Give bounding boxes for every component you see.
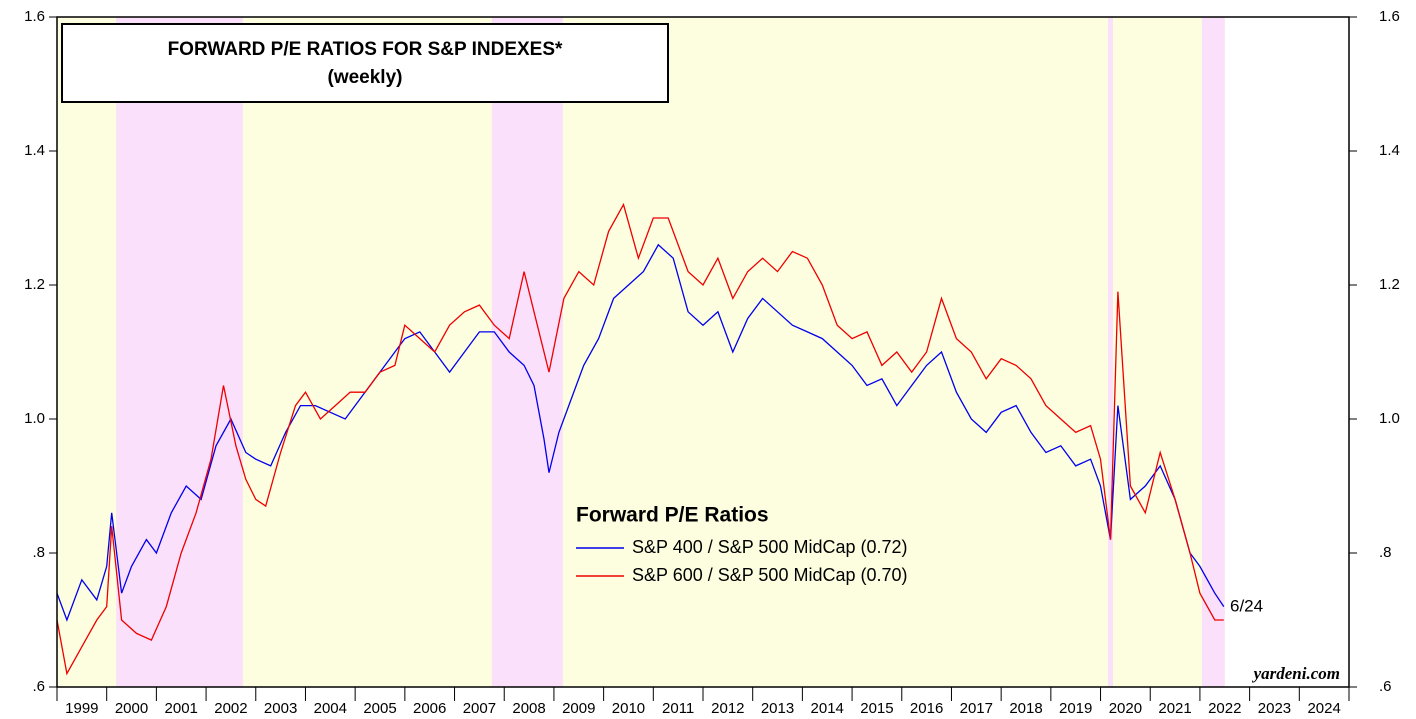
- legend-title: Forward P/E Ratios: [576, 504, 769, 527]
- x-tick-label: 2021: [1158, 700, 1191, 717]
- x-tick-label: 2007: [463, 700, 496, 717]
- x-tick-label: 2014: [811, 700, 844, 717]
- legend-label: S&P 400 / S&P 500 MidCap (0.72): [632, 537, 908, 557]
- shaded-band: [1201, 17, 1225, 687]
- title-box: [61, 23, 669, 103]
- y-tick-label: 1.0: [24, 410, 45, 427]
- chart-title: FORWARD P/E RATIOS FOR S&P INDEXES*: [168, 39, 563, 60]
- y-tick-label: 1.2: [24, 276, 45, 293]
- x-tick-label: 2000: [115, 700, 148, 717]
- chart-subtitle: (weekly): [328, 67, 403, 88]
- x-tick-label: 2004: [314, 700, 347, 717]
- x-tick-label: 2024: [1307, 700, 1340, 717]
- x-tick-label: 2012: [711, 700, 744, 717]
- y-tick-label: 1.2: [1379, 276, 1400, 293]
- y-tick-label: 1.6: [24, 8, 45, 25]
- shaded-background: [57, 17, 1225, 687]
- lines: [56, 202, 1225, 676]
- y-tick-label: .6: [1379, 678, 1392, 695]
- shaded-band: [116, 17, 243, 687]
- y-tick-label: 1.0: [1379, 410, 1400, 427]
- plot-background: [57, 17, 1225, 687]
- y-tick-label: .8: [32, 544, 45, 561]
- y-tick-label: 1.6: [1379, 8, 1400, 25]
- x-tick-label: 2018: [1009, 700, 1042, 717]
- y-tick-label: .8: [1379, 544, 1392, 561]
- x-tick-label: 2010: [612, 700, 645, 717]
- x-tick-label: 2016: [910, 700, 943, 717]
- x-tick-label: 2015: [860, 700, 893, 717]
- x-tick-label: 2006: [413, 700, 446, 717]
- shaded-band: [1107, 17, 1113, 687]
- shaded-band: [491, 17, 563, 687]
- y-tick-label: 1.4: [1379, 142, 1400, 159]
- x-tick-label: 2020: [1109, 700, 1142, 717]
- x-tick-label: 2009: [562, 700, 595, 717]
- legend-label: S&P 600 / S&P 500 MidCap (0.70): [632, 565, 908, 585]
- x-tick-label: 2001: [165, 700, 198, 717]
- x-tick-label: 2023: [1258, 700, 1291, 717]
- x-tick-label: 2022: [1208, 700, 1241, 717]
- x-tick-label: 2002: [214, 700, 247, 717]
- y-tick-label: 1.4: [24, 142, 45, 159]
- x-tick-label: 2008: [512, 700, 545, 717]
- x-tick-label: 2013: [761, 700, 794, 717]
- y-tick-label: .6: [32, 678, 45, 695]
- series-line: [56, 243, 1225, 622]
- x-tick-label: 2011: [662, 700, 694, 717]
- source: yardeni.com: [1252, 664, 1340, 683]
- series-line: [56, 202, 1224, 676]
- x-tick-label: 2019: [1059, 700, 1092, 717]
- annotation: 6/24: [1230, 596, 1263, 615]
- x-tick-label: 2005: [363, 700, 396, 717]
- x-tick-label: 2017: [960, 700, 993, 717]
- x-tick-label: 2003: [264, 700, 297, 717]
- x-tick-label: 1999: [65, 700, 98, 717]
